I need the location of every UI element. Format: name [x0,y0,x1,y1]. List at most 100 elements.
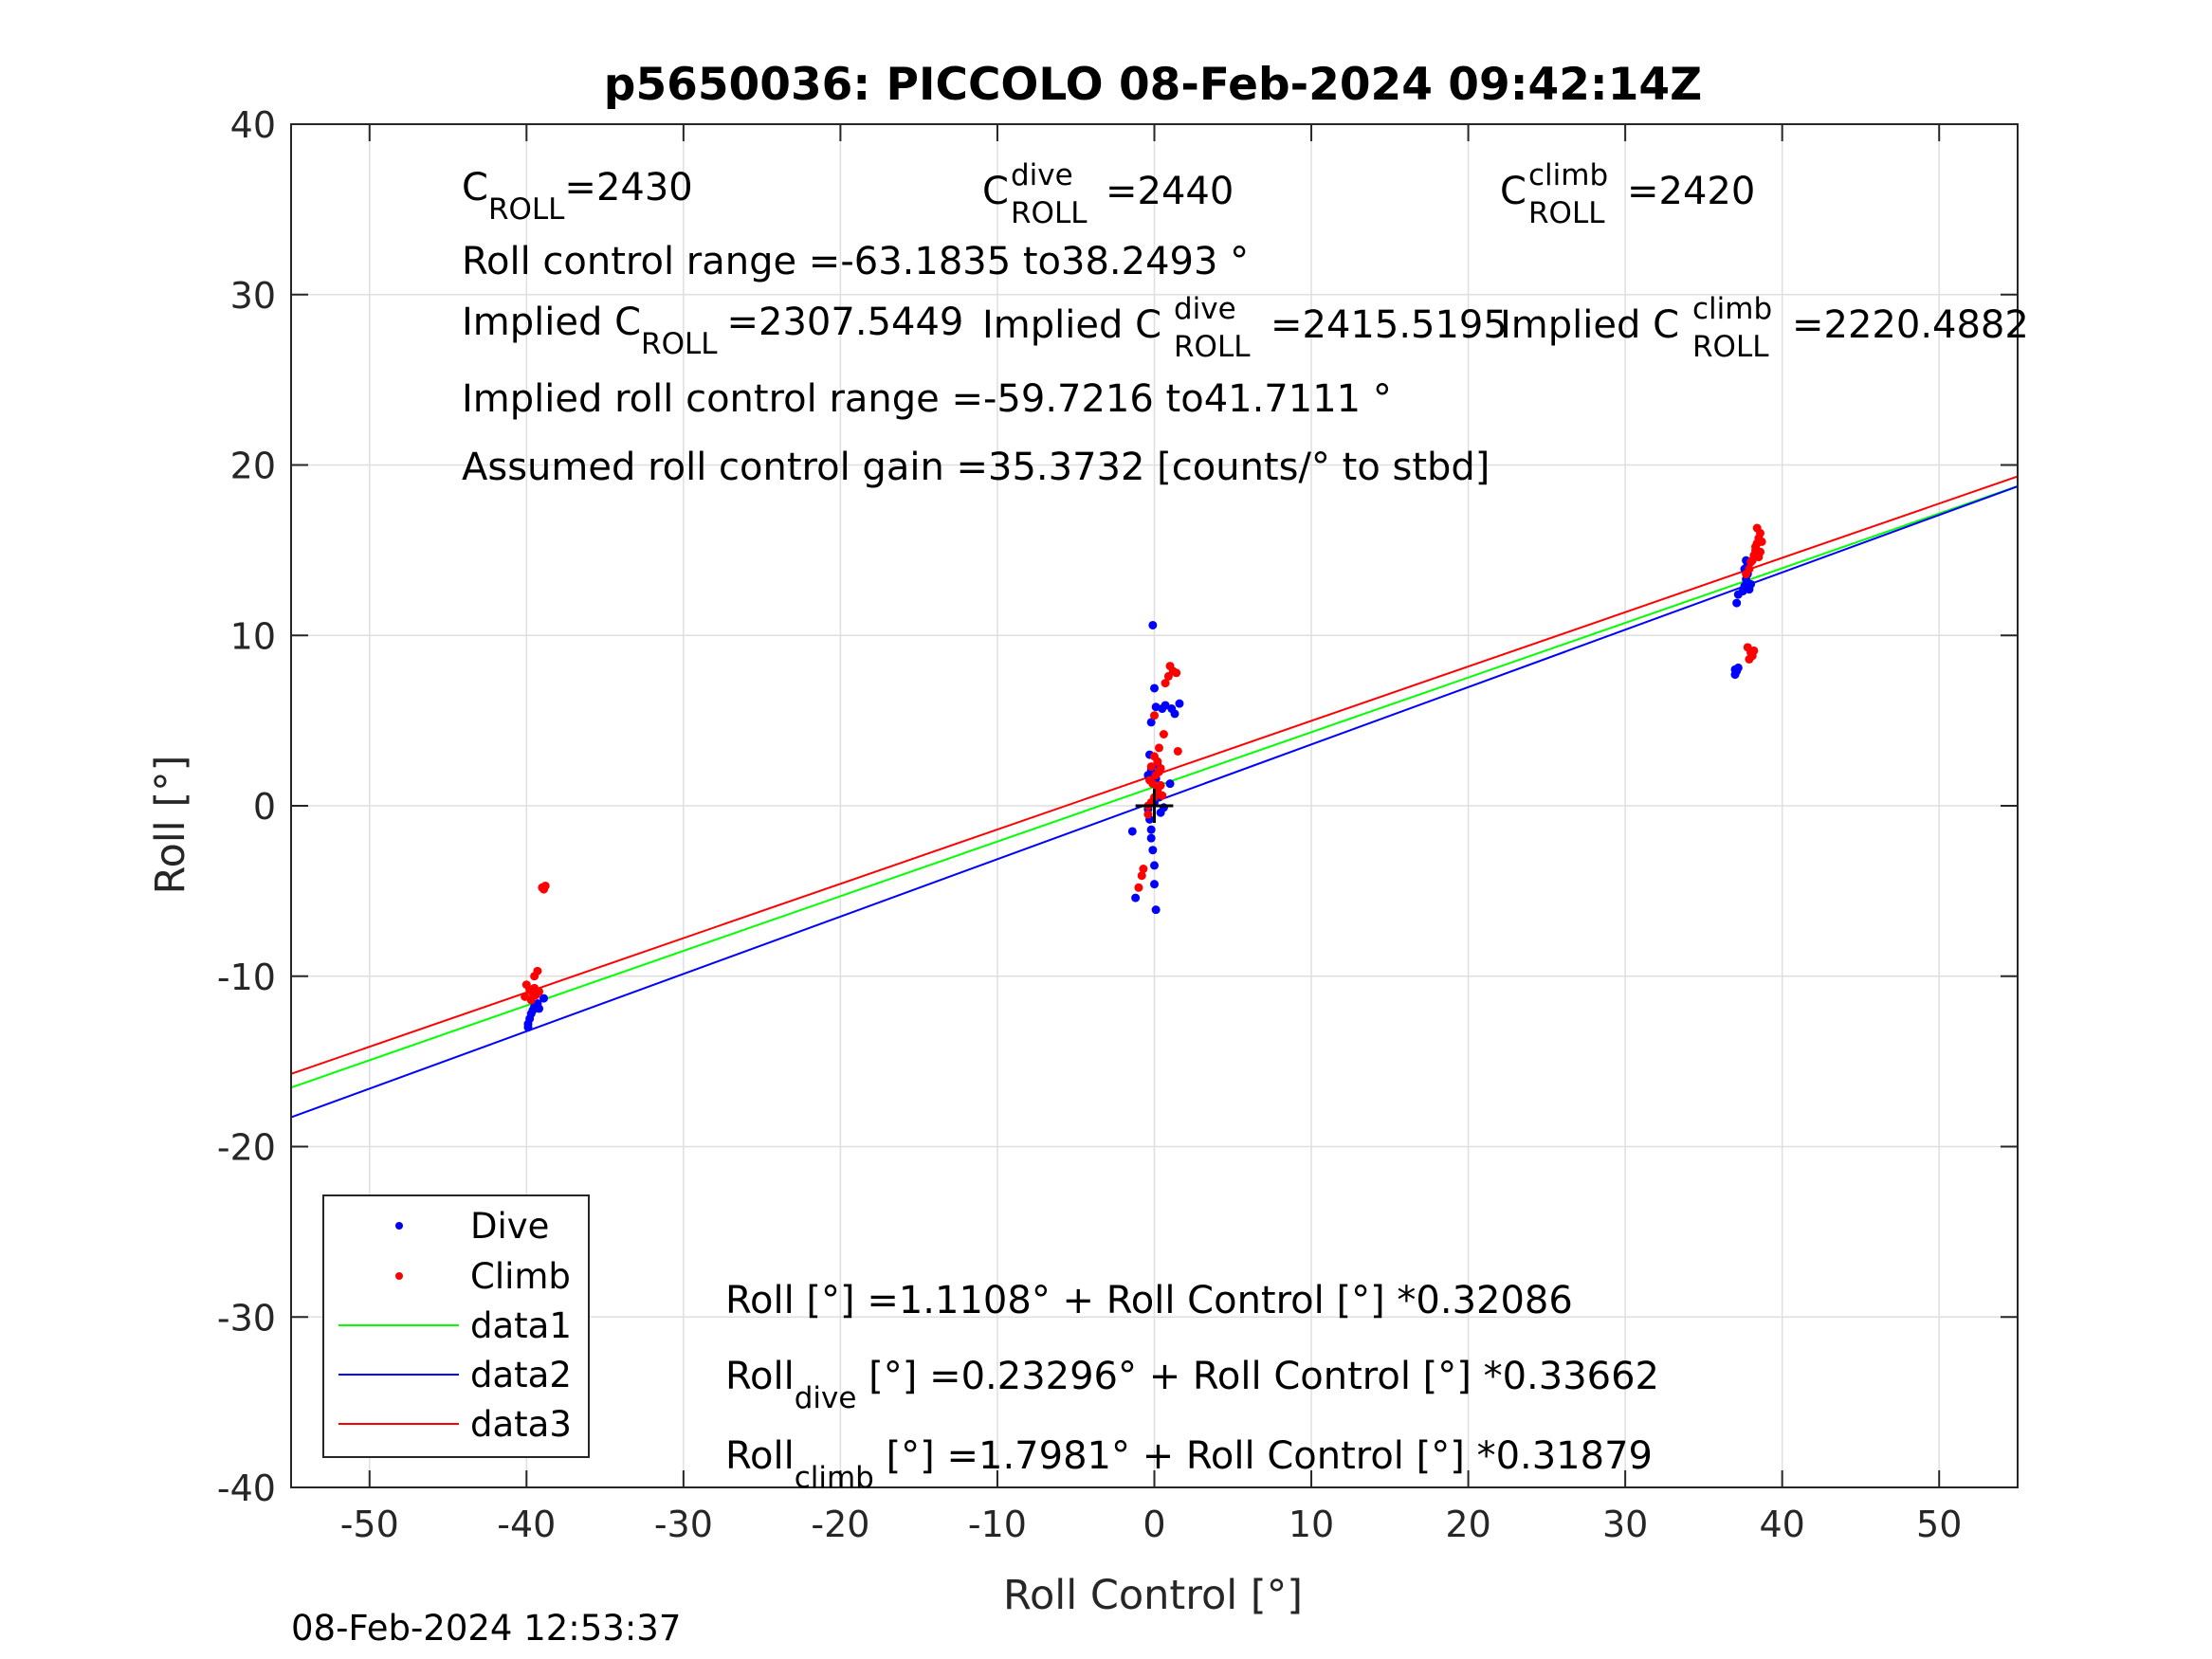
point-climb [1154,743,1163,753]
point-dive [1148,846,1158,855]
y-tick-label: -40 [217,1468,276,1509]
y-tick-label: 40 [230,104,276,146]
y-tick-label: 20 [230,446,276,487]
x-tick-label: 20 [1445,1504,1490,1545]
y-tick-label: 10 [230,615,276,657]
point-dive [1148,620,1158,629]
annotation-implied-c-roll-dive-value: =2415.5195 [1271,303,1508,347]
point-climb [1161,679,1170,688]
annotation-c-roll-climb: C [1500,170,1526,213]
point-dive [1175,699,1184,708]
point-climb [1146,762,1156,772]
point-climb [1158,791,1167,800]
point-climb [1150,752,1159,761]
point-dive [1151,702,1161,712]
point-dive [1745,585,1754,594]
annotation-roll-range: Roll control range =-63.1835 to38.2493 ° [462,240,1249,283]
legend-label-data2: data2 [470,1355,572,1395]
point-dive [535,1004,544,1013]
legend-label-data3: data3 [470,1404,572,1445]
point-climb [1134,883,1143,892]
timestamp: 08-Feb-2024 12:53:37 [291,1608,681,1649]
point-dive [539,994,549,1003]
annotation-implied-c-roll-climb-sup: climb [1692,292,1772,326]
annotation-implied-c-roll-dive-sub: ROLL [1174,330,1251,364]
point-climb [1156,763,1165,773]
annotation-fit-dive: Rolldive [°] =0.23296° + Roll Control [°… [725,1355,1659,1415]
annotation-implied-c-roll-climb-value: =2220.4882 [1792,303,2029,347]
y-tick-label: 0 [253,786,276,828]
axes [290,123,2019,1488]
x-axis-label: Roll Control [°] [1003,1572,1303,1619]
annotation-gain: Assumed roll control gain =35.3732 [coun… [462,446,1490,489]
point-climb [1747,556,1757,565]
x-tick-label: -20 [811,1504,869,1545]
annotation-c-roll-climb-value: =2420 [1627,170,1755,213]
annotation-implied-c-roll-climb-sub: ROLL [1692,330,1769,364]
point-climb [1139,865,1148,874]
x-tick-label: 0 [1143,1504,1165,1545]
legend-label-climb: Climb [470,1256,571,1297]
annotation-implied-c-roll-climb: Implied C [1500,303,1679,347]
point-climb [530,972,539,981]
point-climb [521,992,530,1001]
x-tick-label: -10 [968,1504,1027,1545]
point-climb [1752,523,1762,533]
x-tick-label: 30 [1602,1504,1648,1545]
legend-marker-climb [395,1272,403,1280]
point-climb [1173,746,1182,756]
point-climb [535,987,544,996]
legend-label-dive: Dive [470,1206,549,1247]
annotation-c-roll-dive-sup: dive [1011,158,1073,192]
annotation-implied-c-roll-dive-sup: dive [1174,292,1236,326]
axes-box [290,123,2019,1488]
point-climb [539,884,549,894]
point-climb [1137,871,1146,881]
point-climb [1172,668,1181,678]
point-climb [1150,711,1159,720]
annotation-c-roll-dive: C [982,170,1009,213]
chart-title: p5650036: PICCOLO 08-Feb-2024 09:42:14Z [604,59,1702,111]
legend: Dive Climb data1 data2 data3 [322,1194,590,1458]
annotation-c-roll-climb-sup: climb [1528,158,1608,192]
point-dive [1146,718,1156,727]
x-tick-label: -30 [654,1504,713,1545]
annotation-c-roll-dive-sub: ROLL [1011,196,1088,230]
x-tick-label: -40 [497,1504,556,1545]
point-dive [1732,598,1742,608]
y-tick-label: -20 [217,1127,276,1169]
point-climb [1754,553,1764,562]
point-climb [1749,646,1759,655]
point-dive [1150,861,1159,870]
annotation-implied-c-roll: Implied CROLL =2307.5449 [462,301,963,361]
legend-marker-dive [395,1222,403,1230]
point-dive [1170,709,1179,719]
point-dive [1150,684,1159,693]
annotation-fit-climb: Rollclimb [°] =1.7981° + Roll Control [°… [725,1434,1653,1495]
point-climb [526,995,536,1005]
point-dive [1146,825,1156,834]
point-climb [1156,780,1165,790]
annotation-implied-range: Implied roll control range =-59.7216 to4… [462,377,1392,421]
plot-series [291,475,2018,1119]
y-tick-label: -30 [217,1297,276,1339]
point-climb [1745,654,1754,664]
point-climb [1757,537,1766,546]
y-tick-label: -10 [217,957,276,998]
point-dive [1165,779,1175,789]
annotation-fit-all: Roll [°] =1.1108° + Roll Control [°] *0.… [725,1279,1573,1322]
point-dive [1127,827,1137,836]
x-tick-label: 10 [1289,1504,1334,1545]
point-dive [1730,665,1740,674]
legend-label-data1: data1 [470,1305,572,1346]
annotation-c-roll: CROLL=2430 [462,166,693,227]
x-tick-label: 50 [1916,1504,1962,1545]
point-dive [1146,833,1156,843]
point-dive [1131,893,1141,902]
point-dive [1150,880,1159,889]
point-dive [1151,905,1161,915]
x-tick-label: -50 [340,1504,399,1545]
annotation-implied-c-roll-dive: Implied C [982,303,1161,347]
point-climb [1159,730,1168,739]
